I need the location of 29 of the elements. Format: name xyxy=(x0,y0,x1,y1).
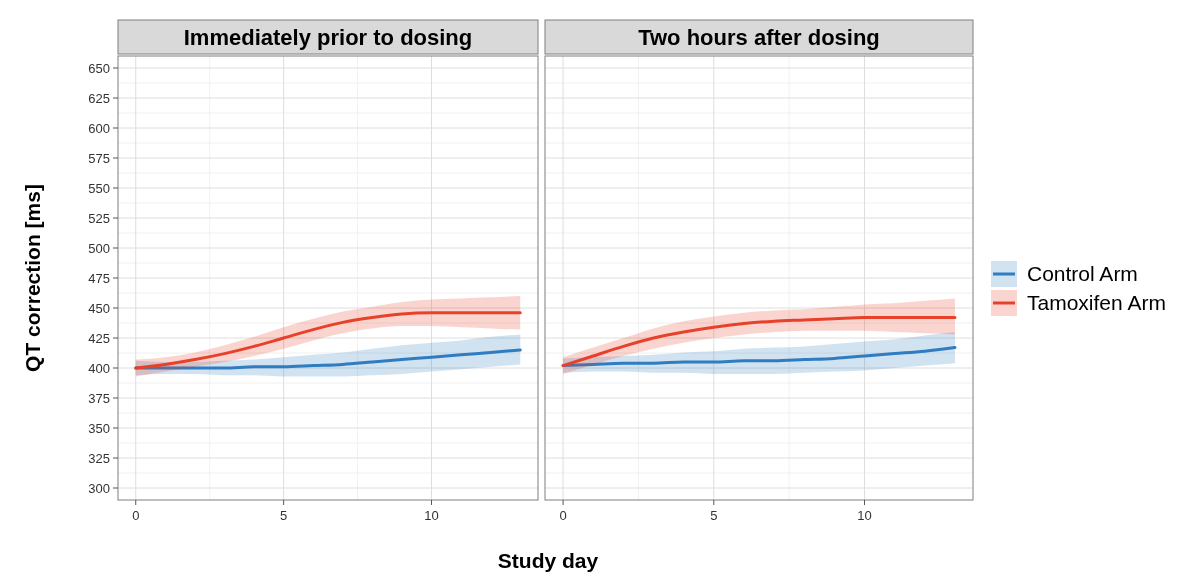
y-tick-label: 575 xyxy=(88,150,110,166)
x-tick-label: 0 xyxy=(559,508,567,523)
line-series xyxy=(134,311,522,370)
y-tick-label: 650 xyxy=(88,60,110,76)
y-tick-label: 325 xyxy=(88,450,110,466)
legend-label: Control Arm xyxy=(1027,262,1138,285)
x-tick-label: 10 xyxy=(424,508,439,523)
x-axis-title: Study day xyxy=(497,549,599,572)
y-axis-title: QT correction [ms] xyxy=(21,184,44,372)
chart-title: Two hours after dosing xyxy=(638,25,880,50)
y-tick-label: 600 xyxy=(88,120,110,136)
x-tick-label: 10 xyxy=(857,508,872,523)
y-tick-label: 300 xyxy=(88,480,110,496)
chart-title: Immediately prior to dosing xyxy=(183,25,473,50)
legend-label: Tamoxifen Arm xyxy=(1027,291,1166,314)
y-tick-label: 375 xyxy=(88,390,110,406)
x-tick-label: 5 xyxy=(710,508,718,523)
line-series xyxy=(134,348,522,370)
y-tick-label: 350 xyxy=(88,420,110,436)
x-tick-label: 5 xyxy=(280,508,288,523)
y-tick-label: 450 xyxy=(88,300,110,316)
y-tick-label: 475 xyxy=(88,270,110,286)
y-tick-label: 625 xyxy=(88,90,110,106)
y-tick-label: 400 xyxy=(88,360,110,376)
y-tick-label: 500 xyxy=(88,240,110,256)
y-tick-label: 550 xyxy=(88,180,110,196)
x-tick-label: 0 xyxy=(132,508,140,523)
y-tick-label: 525 xyxy=(88,210,110,226)
y-tick-label: 425 xyxy=(88,330,110,346)
